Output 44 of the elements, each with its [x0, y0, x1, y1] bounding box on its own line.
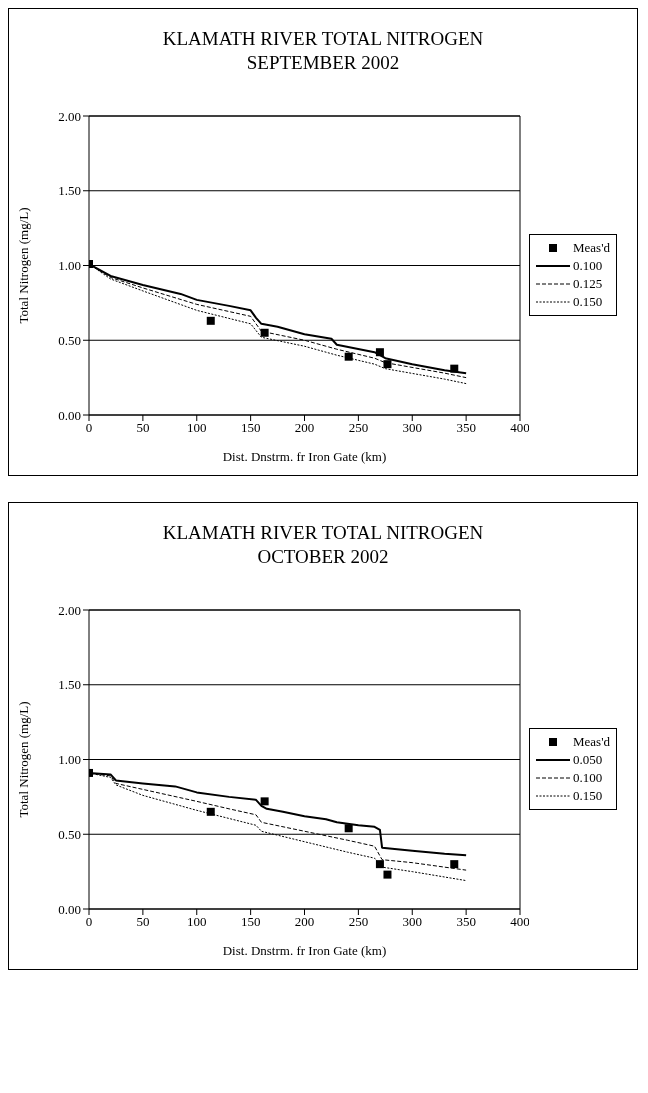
x-tick-label: 250 [348, 914, 369, 930]
x-tick-label: 50 [136, 420, 150, 436]
y-tick-label: 1.00 [58, 258, 81, 274]
y-tick-label: 1.00 [58, 752, 81, 768]
x-tick-label: 0 [85, 420, 93, 436]
legend-label: 0.150 [573, 293, 603, 311]
y-axis-title: Total Nitrogen (mg/L) [15, 207, 31, 324]
chart-title: KLAMATH RIVER TOTAL NITROGEN [161, 521, 485, 545]
y-tick-label: 0.50 [58, 332, 81, 348]
x-axis-title: Dist. Dnstrm. fr Iron Gate (km) [222, 943, 387, 958]
x-tick-label: 300 [402, 420, 422, 436]
x-tick-label: 300 [402, 914, 422, 930]
legend-label: 0.100 [573, 769, 603, 787]
x-tick-label: 50 [136, 914, 150, 930]
x-tick-label: 350 [456, 420, 476, 436]
x-tick-label: 100 [187, 420, 207, 436]
legend-label: 0.150 [573, 787, 603, 805]
x-axis-title: Dist. Dnstrm. fr Iron Gate (km) [222, 449, 387, 464]
chart-subtitle: OCTOBER 2002 [256, 545, 390, 569]
legend-label: Meas'd [573, 239, 611, 257]
chart-subtitle: SEPTEMBER 2002 [245, 51, 401, 75]
x-tick-label: 100 [187, 914, 207, 930]
y-axis-title: Total Nitrogen (mg/L) [15, 701, 31, 818]
x-tick-label: 150 [240, 420, 261, 436]
y-tick-label: 0.50 [58, 826, 81, 842]
x-tick-label: 400 [510, 420, 530, 436]
x-tick-label: 350 [456, 914, 476, 930]
x-tick-label: 400 [510, 914, 530, 930]
legend-label: 0.125 [573, 275, 603, 293]
chart-title: KLAMATH RIVER TOTAL NITROGEN [161, 27, 485, 51]
x-tick-label: 200 [294, 914, 315, 930]
x-tick-label: 0 [85, 914, 93, 930]
x-tick-label: 250 [348, 420, 369, 436]
y-tick-label: 0.00 [58, 901, 81, 917]
y-tick-label: 2.00 [58, 108, 81, 124]
y-tick-label: 1.50 [58, 183, 81, 199]
y-tick-label: 1.50 [58, 677, 81, 693]
x-tick-label: 150 [240, 914, 261, 930]
legend-label: Meas'd [573, 733, 611, 751]
y-tick-label: 2.00 [58, 602, 81, 618]
x-tick-label: 200 [294, 420, 315, 436]
y-tick-label: 0.00 [58, 407, 81, 423]
legend-label: 0.050 [573, 751, 603, 769]
legend-label: 0.100 [573, 257, 603, 275]
